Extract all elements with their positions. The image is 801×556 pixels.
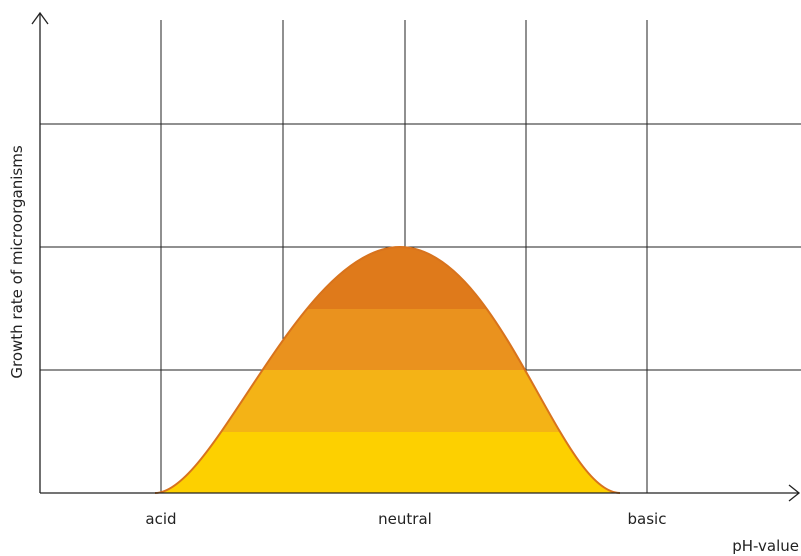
y-axis-title: Growth rate of microorganisms <box>8 145 26 378</box>
x-axis-arrow <box>788 484 801 502</box>
x-label: basic <box>628 510 667 528</box>
band <box>155 247 620 309</box>
x-label: acid <box>145 510 176 528</box>
band <box>155 432 620 493</box>
growth-curve-fill <box>155 247 620 493</box>
axes <box>31 11 801 502</box>
y-axis-arrow <box>31 11 49 25</box>
x-label: neutral <box>378 510 432 528</box>
band <box>155 309 620 370</box>
x-axis-title: pH-value <box>732 537 799 555</box>
growth-curve <box>154 245 621 494</box>
band <box>155 370 620 432</box>
